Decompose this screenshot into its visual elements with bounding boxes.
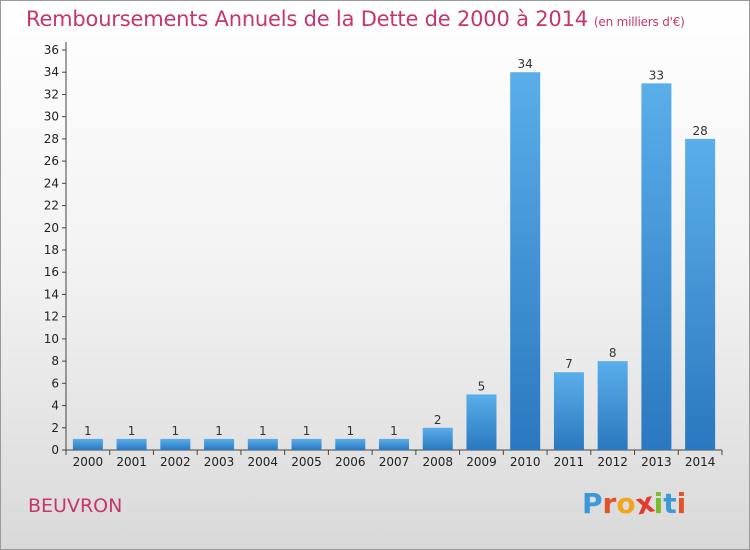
bar [553, 372, 584, 450]
bar [510, 72, 541, 450]
x-tick-label: 2010 [510, 455, 541, 469]
proxiti-logo: Proxiti [582, 485, 687, 521]
x-tick-label: 2001 [116, 455, 147, 469]
y-tick-label: 26 [44, 154, 59, 168]
x-tick-label: 2007 [379, 455, 410, 469]
data-label: 2 [434, 413, 442, 427]
chart-subtitle: (en milliers d'€) [593, 15, 685, 29]
data-label: 1 [215, 424, 223, 438]
x-tick-label: 2014 [685, 455, 716, 469]
logo-letter: P [582, 487, 603, 520]
data-label: 1 [172, 424, 180, 438]
bar [685, 138, 716, 450]
bar [116, 438, 147, 450]
logo-letter: r [602, 487, 617, 520]
bar [641, 83, 672, 450]
town-name: BEUVRON [28, 495, 123, 517]
data-label: 1 [390, 424, 398, 438]
y-tick-label: 10 [44, 332, 59, 346]
data-label: 1 [128, 424, 136, 438]
y-tick-label: 8 [51, 354, 59, 368]
y-tick-label: 0 [51, 443, 59, 457]
x-tick-label: 2005 [291, 455, 322, 469]
chart-title: Remboursements Annuels de la Dette de 20… [26, 7, 685, 31]
bar [379, 438, 409, 450]
bar [466, 394, 497, 450]
y-tick-label: 18 [44, 243, 59, 257]
y-tick-label: 22 [44, 199, 59, 213]
y-tick-label: 20 [44, 221, 59, 235]
x-tick-label: 2012 [597, 455, 628, 469]
y-tick-label: 30 [44, 110, 59, 124]
x-tick-label: 2003 [204, 455, 235, 469]
data-label: 8 [609, 346, 617, 360]
y-tick-label: 28 [44, 132, 59, 146]
y-tick-label: 14 [44, 287, 59, 301]
data-label: 28 [692, 124, 707, 138]
y-tick-label: 4 [51, 399, 59, 413]
data-label: 1 [84, 424, 92, 438]
x-tick-label: 2009 [466, 455, 497, 469]
bar [291, 438, 322, 450]
bar [422, 427, 453, 450]
bar [72, 438, 103, 450]
data-label: 34 [518, 57, 533, 71]
data-label: 5 [478, 379, 486, 393]
logo-letter: i [676, 487, 687, 520]
data-label: 1 [303, 424, 311, 438]
data-label: 1 [346, 424, 354, 438]
y-tick-label: 12 [44, 310, 59, 324]
bar [160, 438, 191, 450]
y-tick-label: 32 [44, 87, 59, 101]
bar [247, 438, 278, 450]
data-label: 7 [565, 357, 573, 371]
bar [335, 438, 366, 450]
x-tick-label: 2002 [160, 455, 191, 469]
x-tick-label: 2011 [554, 455, 585, 469]
bar [597, 361, 628, 450]
chart-title-text: Remboursements Annuels de la Dette de 20… [26, 7, 588, 31]
x-tick-label: 2000 [73, 455, 104, 469]
y-tick-label: 36 [44, 43, 59, 57]
x-tick-label: 2008 [422, 455, 453, 469]
y-tick-label: 34 [44, 65, 59, 79]
y-tick-label: 6 [51, 376, 59, 390]
y-tick-label: 16 [44, 265, 59, 279]
logo-letter: t [663, 487, 677, 520]
x-tick-label: 2013 [641, 455, 672, 469]
bar [204, 438, 235, 450]
logo-letter: o [616, 487, 636, 520]
data-label: 33 [649, 68, 664, 82]
y-tick-label: 24 [44, 176, 59, 190]
y-tick-label: 2 [51, 421, 59, 435]
data-label: 1 [259, 424, 267, 438]
x-tick-label: 2004 [248, 455, 279, 469]
logo-letter: i [653, 487, 664, 520]
x-tick-label: 2006 [335, 455, 366, 469]
